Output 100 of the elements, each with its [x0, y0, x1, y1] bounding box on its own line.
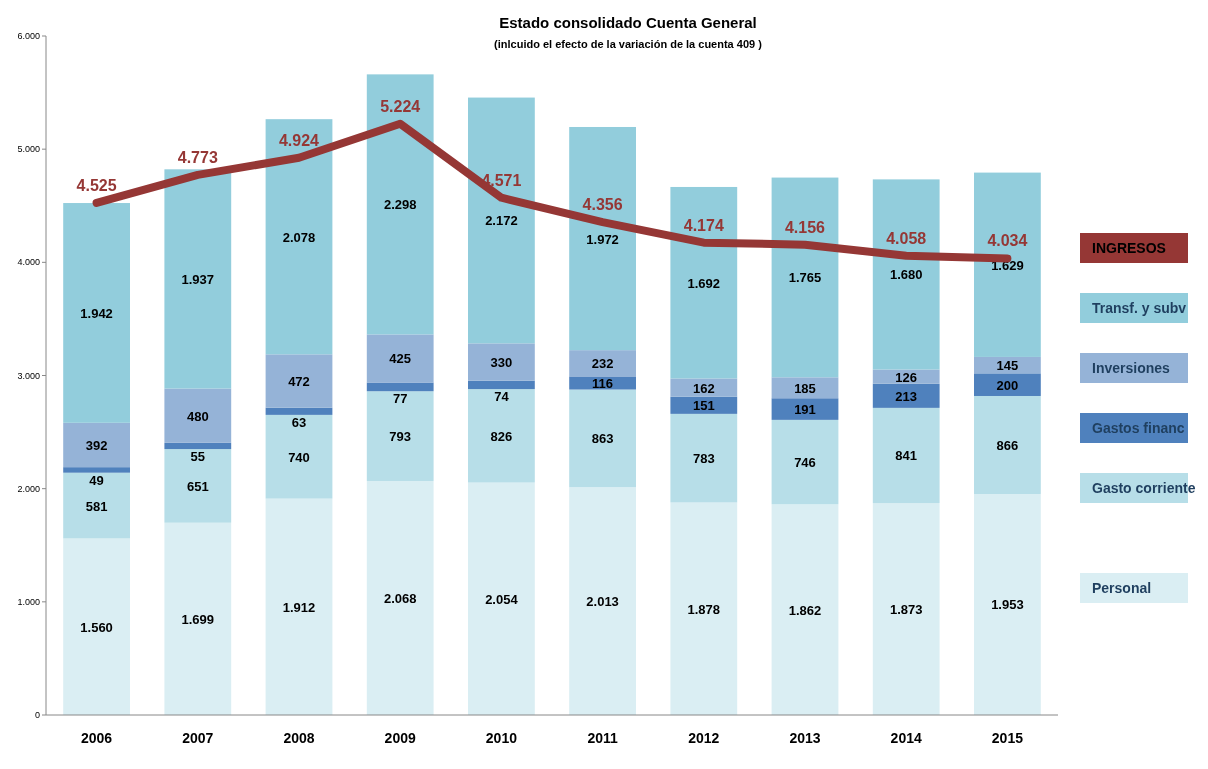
bar	[974, 493, 1041, 715]
x-tick-label: 2006	[81, 730, 113, 746]
data-label: 55	[190, 449, 206, 465]
bar	[63, 422, 130, 468]
data-label: 2.078	[282, 229, 316, 245]
data-label: 4.773	[177, 148, 218, 166]
data-label: 1.937	[181, 271, 215, 287]
bar	[366, 334, 434, 383]
bar	[872, 503, 940, 715]
data-label: 1.912	[282, 599, 316, 615]
y-tick-label: 3.000	[17, 370, 40, 381]
data-label: 826	[490, 428, 513, 444]
x-tick-label: 2012	[688, 730, 720, 746]
bar	[670, 502, 738, 715]
data-label: 1.862	[788, 602, 822, 618]
data-label: 1.953	[991, 597, 1024, 613]
y-tick-label: 2.000	[17, 483, 40, 494]
text: Inversiones	[1092, 360, 1171, 376]
data-label: 1.680	[889, 267, 923, 283]
data-label: 866	[996, 437, 1019, 453]
x-tick-label: 2008	[283, 730, 315, 746]
bar	[771, 504, 839, 715]
x-tick-label: 2015	[991, 730, 1024, 746]
data-label: 793	[389, 429, 412, 445]
data-label: 1.699	[181, 611, 215, 627]
data-label: 1.878	[687, 601, 721, 617]
text: INGRESOS	[1092, 240, 1166, 256]
bar	[164, 388, 232, 443]
bar	[63, 472, 130, 539]
bar	[771, 177, 839, 378]
bar	[771, 419, 839, 505]
data-label: 1.972	[586, 231, 619, 247]
bar	[974, 373, 1041, 396]
bar	[872, 179, 940, 370]
data-label: 4.058	[886, 229, 927, 247]
data-label: 2.172	[485, 213, 518, 229]
y-tick-label: 6.000	[17, 31, 40, 41]
bar	[569, 350, 636, 377]
text: Gastos financ	[1092, 420, 1185, 436]
data-label: 232	[591, 356, 614, 372]
data-label: 2.298	[383, 197, 417, 213]
data-label: 4.356	[582, 196, 623, 214]
y-tick-label: 4.000	[17, 257, 40, 268]
bar	[569, 126, 636, 351]
bar	[265, 119, 333, 355]
text: Personal	[1092, 580, 1152, 596]
data-label: 1.765	[788, 270, 822, 286]
data-label: 5.224	[380, 97, 421, 115]
bar	[670, 186, 738, 379]
data-label: 49	[89, 472, 104, 488]
data-label: 126	[895, 369, 918, 385]
bar	[468, 97, 535, 344]
bar	[265, 498, 333, 715]
data-label: 4.525	[76, 176, 117, 194]
x-tick-label: 2007	[182, 730, 214, 746]
bar	[569, 389, 636, 488]
data-label: 472	[288, 374, 310, 390]
text: Transf. y subv	[1092, 300, 1187, 316]
bar	[670, 378, 738, 397]
bar	[468, 482, 535, 715]
data-label: 2.013	[586, 594, 619, 610]
bar	[670, 413, 738, 503]
bar	[265, 407, 333, 415]
data-label: 4.034	[987, 232, 1028, 250]
data-label: 1.629	[991, 257, 1024, 273]
chart-title: Estado consolidado Cuenta General	[499, 14, 757, 31]
data-label: 1.560	[80, 619, 113, 635]
data-label: 581	[85, 498, 108, 514]
data-label: 4.174	[683, 216, 724, 234]
bar	[265, 354, 333, 408]
bar	[468, 389, 535, 483]
bar	[63, 203, 130, 423]
bar	[63, 467, 130, 473]
bar	[366, 480, 434, 715]
data-label: 740	[288, 449, 310, 465]
bar	[164, 169, 232, 389]
x-tick-label: 2011	[587, 730, 618, 746]
bar	[872, 383, 940, 408]
data-label: 151	[692, 398, 715, 414]
data-label: 425	[389, 351, 412, 367]
data-label: 213	[895, 388, 918, 404]
data-label: 1.873	[889, 602, 923, 618]
data-label: 63	[291, 414, 307, 430]
bar	[974, 395, 1041, 494]
data-label: 651	[186, 478, 209, 494]
bar	[164, 449, 232, 523]
y-tick-label: 1.000	[17, 596, 40, 607]
bar	[164, 442, 232, 450]
data-label: 330	[490, 355, 513, 371]
data-label: 145	[996, 358, 1019, 374]
data-label: 77	[392, 391, 408, 407]
bar	[366, 391, 434, 481]
bar	[366, 74, 434, 335]
data-label: 4.156	[784, 218, 826, 236]
bar	[771, 398, 839, 420]
data-label: 1.692	[687, 275, 721, 291]
x-tick-label: 2013	[789, 730, 821, 746]
data-label: 783	[692, 451, 715, 467]
chart-subtitle: (inlcuido el efecto de la variación de la cuenta 409 )	[494, 38, 763, 50]
data-label: 74	[494, 389, 510, 405]
